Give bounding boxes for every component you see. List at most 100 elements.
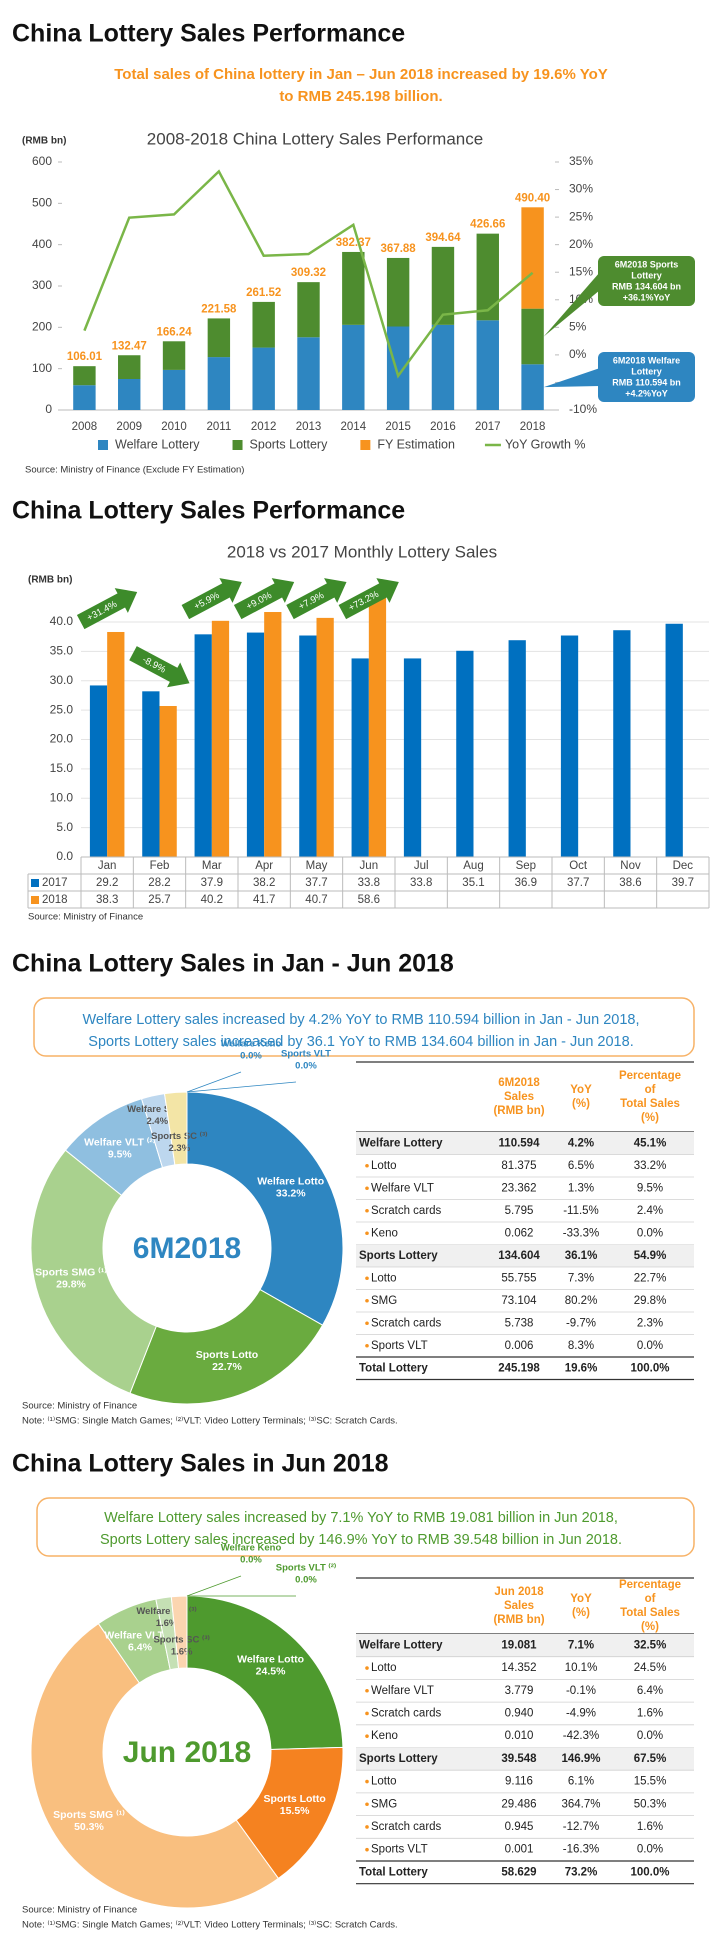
column-header: (%) [641,1621,659,1633]
source: Source: Ministry of Finance (Exclude FY … [25,465,244,476]
row-label: SMG [371,1798,397,1810]
table-cell: 100.0% [630,1866,669,1878]
table-cell: 7.3% [568,1272,594,1284]
total-label: 309.32 [291,267,326,279]
slice-label: Sports SMG ⁽¹⁾ [35,1267,107,1279]
legend-label: 2018 [42,894,68,906]
data-cell: 28.2 [148,877,170,889]
bar-segment [476,320,499,410]
row-label: Keno [371,1227,398,1239]
arrow-shape [233,578,295,620]
slice-value: 24.5% [256,1666,286,1678]
column-header: (%) [572,1098,590,1110]
total-label: 106.01 [67,351,103,363]
source: Source: Ministry of Finance [28,912,143,923]
table-cell: 5.795 [505,1205,534,1217]
slice-label: Welfare SC ⁽³⁾ [127,1104,188,1115]
data-cell: 40.2 [201,894,223,906]
arrow-shape [76,588,138,630]
table-cell: 2.4% [637,1205,663,1217]
callout-box [598,352,695,402]
table-cell: -12.7% [563,1821,599,1833]
x-tick-label: Apr [255,860,273,872]
table-cell: 0.006 [505,1340,534,1352]
bullet [365,1231,369,1236]
row-label: Lotto [371,1662,397,1674]
column-header: Total Sales [620,1098,680,1110]
total-label: 382.37 [336,237,371,249]
section-title: China Lottery Sales Performance [12,20,405,48]
x-tick-label: Nov [620,860,641,872]
column-header: YoY [570,1084,592,1096]
data-cell: 36.9 [515,877,537,889]
column-header: (RMB bn) [493,1614,544,1626]
bullet [365,1666,369,1670]
legend-marker [31,879,39,887]
bullet [365,1688,369,1693]
table-cell: 45.1% [634,1137,667,1149]
table-cell: 0.945 [505,1821,534,1833]
y-tick-label: 40.0 [50,614,74,628]
y-tick-label: 30.0 [50,673,74,687]
center-label: Jun 2018 [123,1736,251,1769]
x-tick-label: 2010 [161,421,187,433]
data-cell: 38.3 [96,894,118,906]
bar-segment [476,233,499,321]
bar [211,620,230,857]
table-cell: -4.9% [566,1707,596,1719]
bar-segment [386,257,410,327]
y-tick-label: 5.0 [56,820,73,834]
x-tick-label: Jan [98,860,117,872]
slice-value: 1.6% [171,1647,193,1658]
row-label: Total Lottery [359,1866,428,1878]
row-background [356,1132,694,1155]
growth-arrow: -8.9% [129,646,190,688]
column-header: of [645,1593,656,1605]
bar-segment [162,341,186,370]
x-tick-label: Jul [414,860,429,872]
bullet [365,1208,369,1213]
table-cell: 7.1% [568,1639,594,1651]
bar-segment [297,337,320,410]
table-cell: 81.375 [501,1160,536,1172]
slice-value: 6.4% [128,1641,153,1653]
row-label: SMG [371,1295,397,1307]
section-title: China Lottery Sales Performance [12,497,405,525]
x-tick-label: Jun [360,860,379,872]
table-cell: 29.486 [501,1798,536,1810]
data-cell: 33.8 [358,877,380,889]
bar [299,635,317,857]
table-cell: 0.0% [637,1844,663,1856]
bar-segment [207,318,231,358]
row-background [356,1357,694,1380]
callout-text: +36.1%YoY [623,292,671,302]
column-header: of [645,1084,656,1096]
slice [186,1595,344,1751]
arrow-shape [286,578,347,620]
row-background [356,1747,694,1771]
subtitle: Total sales of China lottery in Jan – Ju… [114,66,608,83]
x-tick-label: 2017 [475,421,501,433]
row-label: Welfare VLT [371,1182,434,1194]
slice-label: Sports Lotto [196,1349,258,1361]
row-label: Sports VLT [371,1844,428,1856]
row-label: Scratch cards [371,1821,442,1833]
bullet [365,1343,369,1348]
table-cell: 29.8% [634,1295,667,1307]
callout-text: RMB 110.594 bn [612,377,681,387]
slice-value: 22.7% [212,1361,242,1373]
x-tick-label: 2008 [72,421,98,433]
table-cell: 0.062 [505,1227,534,1239]
bar [89,685,108,857]
table-cell: 2.3% [637,1317,663,1329]
slice-label: Welfare SC ⁽³⁾ [136,1606,197,1617]
table-cell: 36.1% [565,1250,598,1262]
y-tick-label: 400 [32,237,52,251]
x-tick-label: 2013 [296,421,322,433]
y-tick-label: 35.0 [50,644,74,658]
callout-text: Lottery [631,366,662,376]
table-cell: -33.3% [563,1227,599,1239]
data-cell: 41.7 [253,894,275,906]
slice-value: 50.3% [74,1821,104,1833]
